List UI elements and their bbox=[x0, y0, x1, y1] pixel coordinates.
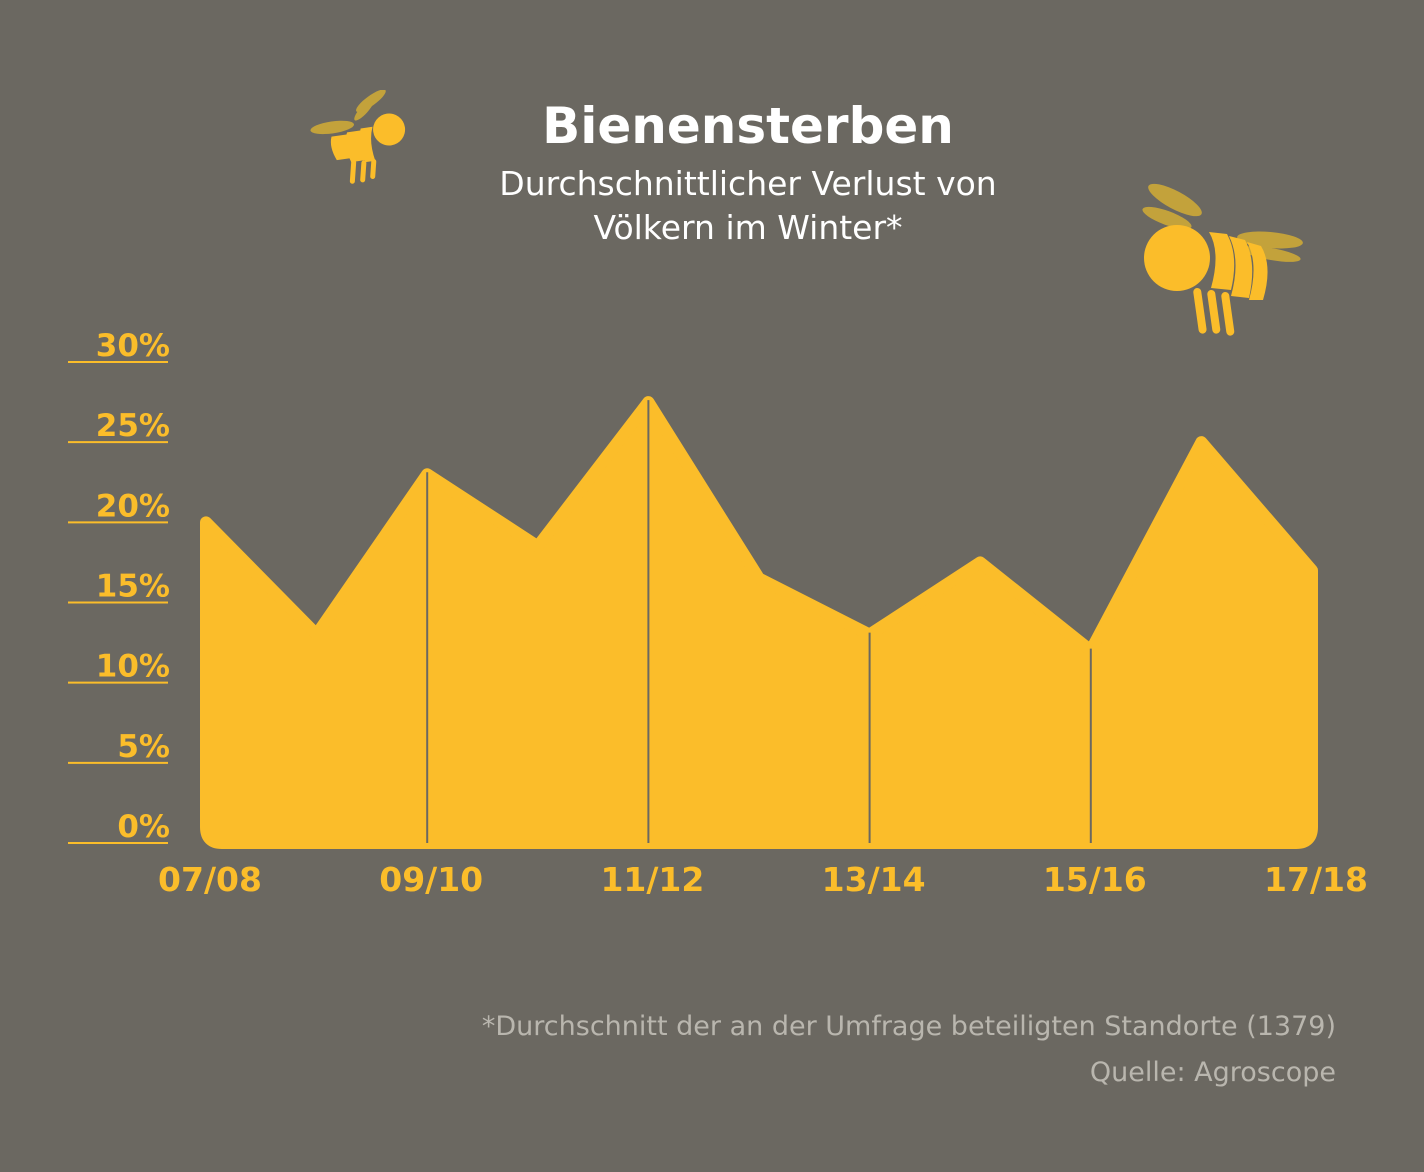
bee-icon bbox=[1142, 183, 1303, 336]
y-tick-label: 0% bbox=[117, 809, 170, 845]
y-tick-label: 30% bbox=[96, 328, 170, 364]
x-tick-label: 15/16 bbox=[1043, 860, 1147, 899]
y-axis: 0% 5% 10% 15% 20% 25% 30% bbox=[68, 328, 170, 845]
y-tick-label: 25% bbox=[96, 408, 170, 444]
x-tick-label: 17/18 bbox=[1264, 860, 1368, 899]
bee-icon bbox=[310, 90, 406, 184]
y-tick-label: 10% bbox=[96, 649, 170, 685]
x-axis: 07/08 09/10 11/12 13/14 15/16 17/18 bbox=[158, 860, 1368, 899]
chart-subtitle-line-2: Völkern im Winter* bbox=[593, 208, 903, 247]
area-layer bbox=[200, 396, 1318, 849]
y-tick-label: 20% bbox=[96, 488, 170, 524]
y-tick-label: 15% bbox=[96, 569, 170, 605]
x-tick-label: 07/08 bbox=[158, 860, 262, 899]
area-series bbox=[200, 396, 1318, 849]
x-tick-label: 09/10 bbox=[379, 860, 483, 899]
chart-subtitle: Durchschnittlicher Verlust von Völkern i… bbox=[350, 162, 1146, 250]
x-tick-label: 11/12 bbox=[600, 860, 704, 899]
chart-title: Bienensterben bbox=[542, 97, 954, 155]
chart-subtitle-line-1: Durchschnittlicher Verlust von bbox=[499, 164, 997, 203]
x-tick-label: 13/14 bbox=[822, 860, 926, 899]
tick-dividers bbox=[426, 400, 1092, 843]
y-tick-label: 5% bbox=[117, 729, 170, 765]
chart-footnote: *Durchschnitt der an der Umfrage beteili… bbox=[481, 1011, 1336, 1042]
chart-source: Quelle: Agroscope bbox=[1089, 1057, 1336, 1088]
